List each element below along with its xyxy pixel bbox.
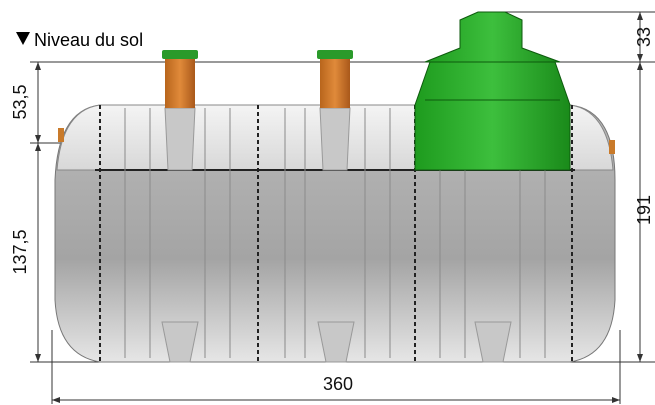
dimension-bottom: 360	[323, 374, 353, 394]
ground-label: Niveau du sol	[34, 30, 143, 50]
dimension-right: 191	[634, 195, 654, 225]
dimension-upper-left: 53,5	[10, 84, 30, 119]
dimension-top: 33	[634, 27, 654, 47]
ground-marker	[16, 32, 30, 45]
tank	[54, 11, 616, 363]
dimension-lower-left: 137,5	[10, 229, 30, 274]
